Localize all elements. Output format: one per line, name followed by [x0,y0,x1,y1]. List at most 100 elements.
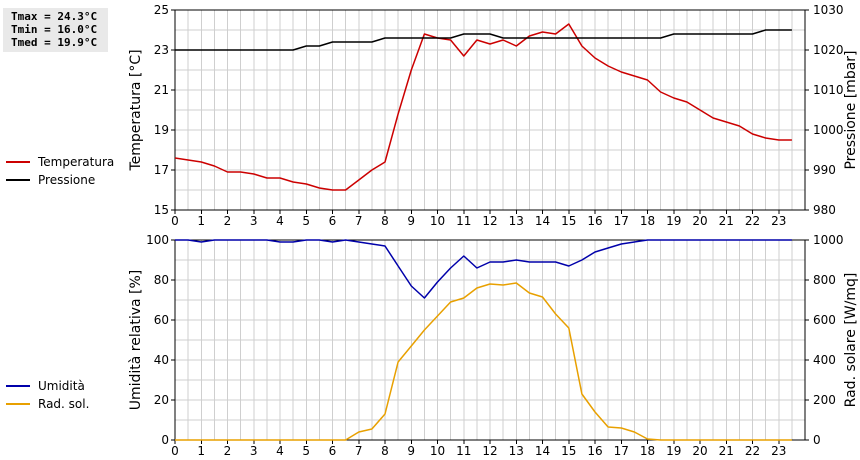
y2-tick-label: 0 [813,433,821,447]
legend-item-radsol: Rad. sol. [6,395,89,413]
series-line-rad-sol- [175,282,792,441]
y2-tick-label: 1010 [813,83,844,97]
y-axis-title: Umidità relativa [%] [128,270,144,411]
series-line-umidit- [175,239,792,299]
y-tick-label: 100 [146,233,169,247]
y2-tick-label: 1030 [813,3,844,17]
x-tick-label: 9 [407,214,415,228]
x-tick-label: 7 [355,444,363,458]
legend-item-temperatura: Temperatura [6,153,114,171]
y-tick-label: 17 [154,163,169,177]
y-tick-label: 21 [154,83,169,97]
x-tick-label: 13 [509,214,524,228]
x-tick-label: 16 [587,444,602,458]
x-tick-label: 8 [381,444,389,458]
x-tick-label: 10 [430,444,445,458]
x-tick-label: 17 [614,444,629,458]
series-line-temperatura [175,23,792,191]
x-tick-label: 5 [302,444,310,458]
x-tick-label: 18 [640,214,655,228]
y2-tick-label: 400 [813,353,836,367]
legend-item-pressione: Pressione [6,171,114,189]
x-tick-label: 0 [171,214,179,228]
y-axis-title: Temperatura [°C] [128,49,144,171]
y2-axis-title: Pressione [mbar] [843,50,859,169]
x-tick-label: 8 [381,214,389,228]
chart-panel-1: 0 1 2 3 4 5 6 7 8 9 10 11 12 13 14 15 16 17 18 19 20 21 22 2315… [128,3,859,228]
legend-label-pressione: Pressione [38,173,96,187]
x-tick-label: 3 [250,444,258,458]
chart-panel-2: 0 1 2 3 4 5 6 7 8 9 10 11 12 13 14 15 16 17 18 19 20 21 22 2302… [128,233,859,458]
x-tick-label: 14 [535,444,550,458]
x-tick-label: 19 [666,444,681,458]
y-tick-label: 15 [154,203,169,217]
x-tick-label: 13 [509,444,524,458]
legend-top: Temperatura Pressione [6,153,114,189]
x-tick-label: 21 [719,444,734,458]
y2-axis-title: Rad. solare [W/mq] [843,273,859,408]
x-tick-label: 4 [276,214,284,228]
legend-label-temperatura: Temperatura [38,155,115,169]
x-tick-label: 6 [329,214,337,228]
series-line-pressione [175,29,792,51]
x-tick-label: 16 [587,214,602,228]
x-tick-label: 12 [482,214,497,228]
x-tick-label: 2 [224,444,232,458]
legend-swatch-pressione [6,179,30,181]
legend-item-umidita: Umidità [6,377,89,395]
y2-tick-label: 990 [813,163,836,177]
y2-tick-label: 200 [813,393,836,407]
y-tick-label: 23 [154,43,169,57]
y-tick-label: 20 [154,393,169,407]
y-tick-label: 0 [161,433,169,447]
x-tick-label: 10 [430,214,445,228]
x-tick-label: 14 [535,214,550,228]
x-tick-label: 11 [456,214,471,228]
x-tick-label: 4 [276,444,284,458]
x-tick-label: 20 [692,214,707,228]
legend-swatch-umidita [6,385,30,387]
stats-box: Tmax = 24.3°C Tmin = 16.0°C Tmed = 19.9°… [3,8,108,52]
x-tick-label: 5 [302,214,310,228]
y2-tick-label: 1020 [813,43,844,57]
x-tick-label: 15 [561,214,576,228]
y2-tick-label: 800 [813,273,836,287]
x-tick-label: 15 [561,444,576,458]
y-tick-label: 19 [154,123,169,137]
x-tick-label: 2 [224,214,232,228]
legend-bottom: Umidità Rad. sol. [6,377,89,413]
x-tick-label: 9 [407,444,415,458]
y2-tick-label: 1000 [813,233,844,247]
x-tick-label: 7 [355,214,363,228]
y-tick-label: 40 [154,353,169,367]
x-tick-label: 3 [250,214,258,228]
x-tick-label: 23 [771,214,786,228]
x-tick-label: 11 [456,444,471,458]
x-tick-label: 12 [482,444,497,458]
x-tick-label: 19 [666,214,681,228]
y2-tick-label: 600 [813,313,836,327]
x-tick-label: 22 [745,214,760,228]
x-tick-label: 18 [640,444,655,458]
tmed-stat: Tmed = 19.9°C [11,36,98,49]
x-tick-label: 23 [771,444,786,458]
x-tick-label: 17 [614,214,629,228]
x-tick-label: 0 [171,444,179,458]
legend-label-umidita: Umidità [38,379,85,393]
y2-tick-label: 1000 [813,123,844,137]
legend-swatch-radsol [6,403,30,405]
tmax-stat: Tmax = 24.3°C [11,10,98,23]
legend-swatch-temperatura [6,161,30,163]
y-tick-label: 60 [154,313,169,327]
y-tick-label: 80 [154,273,169,287]
x-tick-label: 22 [745,444,760,458]
tmin-stat: Tmin = 16.0°C [11,23,98,36]
x-tick-label: 1 [197,214,205,228]
y-tick-label: 25 [154,3,169,17]
x-tick-label: 1 [197,444,205,458]
x-tick-label: 20 [692,444,707,458]
x-tick-label: 21 [719,214,734,228]
y2-tick-label: 980 [813,203,836,217]
legend-label-radsol: Rad. sol. [38,397,90,411]
